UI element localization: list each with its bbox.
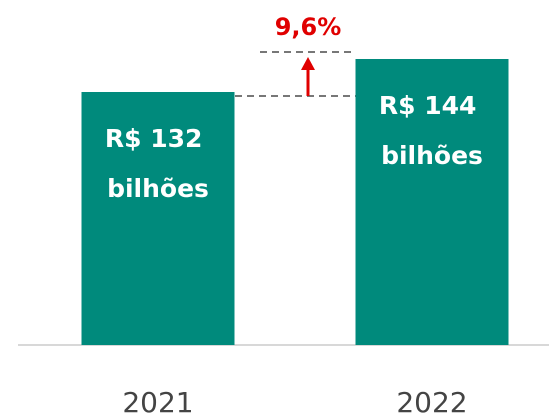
bar bbox=[81, 92, 235, 345]
arrow-head bbox=[301, 57, 315, 70]
x-tick-label: 2022 bbox=[396, 386, 467, 419]
value-label: R$ 132 bilhões bbox=[105, 124, 211, 203]
value-label: R$ 144 bilhões bbox=[379, 91, 485, 170]
x-tick-label: 2021 bbox=[122, 386, 193, 419]
bar bbox=[355, 59, 509, 345]
annotation: 9,6% bbox=[275, 13, 342, 41]
